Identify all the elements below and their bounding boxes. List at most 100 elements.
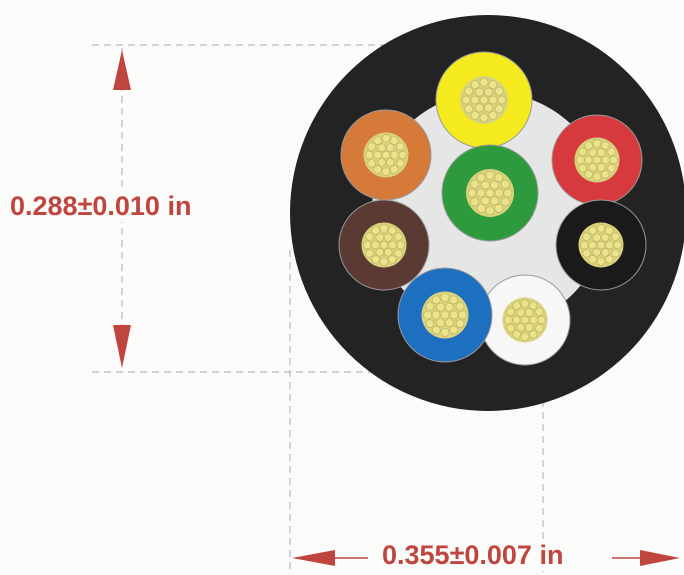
strand	[576, 155, 585, 165]
strand	[611, 249, 620, 258]
strand	[529, 330, 538, 339]
strand	[475, 87, 484, 97]
strand	[377, 158, 386, 167]
strand	[520, 332, 530, 341]
strand	[588, 255, 597, 264]
strand	[504, 315, 513, 325]
strand	[597, 163, 606, 172]
strand	[506, 307, 515, 316]
strand	[592, 139, 602, 148]
strand	[449, 310, 459, 320]
strand	[584, 170, 593, 179]
strand	[449, 295, 458, 305]
strand	[516, 323, 525, 332]
strand	[464, 104, 473, 114]
strand	[488, 95, 498, 105]
strand	[455, 319, 465, 328]
strand	[470, 179, 479, 189]
strand	[476, 188, 486, 198]
strand	[440, 328, 450, 337]
strand	[379, 224, 389, 233]
strand	[479, 113, 489, 123]
strand	[512, 315, 521, 325]
strand	[365, 249, 374, 258]
strand	[423, 310, 432, 320]
strand	[488, 111, 498, 120]
strand	[613, 240, 622, 250]
strand	[390, 165, 399, 174]
strand	[584, 155, 593, 165]
strand	[384, 248, 393, 257]
strand	[592, 155, 602, 165]
strand	[425, 302, 435, 311]
strand	[396, 142, 405, 151]
strand	[386, 143, 395, 152]
conductors	[338, 51, 647, 366]
strand	[394, 232, 403, 241]
strand	[396, 240, 405, 250]
strand	[388, 226, 397, 235]
strand	[371, 226, 380, 235]
strand	[470, 197, 479, 207]
height-dimension-label: 0.288±0.010 in	[4, 191, 198, 222]
left-arrow	[292, 550, 335, 566]
strand	[588, 148, 597, 157]
strand	[373, 136, 382, 145]
strand	[394, 249, 403, 258]
strand	[396, 159, 405, 168]
strand	[381, 167, 391, 176]
strand	[601, 233, 610, 242]
strand	[481, 180, 490, 190]
strand	[484, 103, 493, 113]
right-arrow	[640, 550, 680, 566]
strand	[601, 155, 610, 165]
strand	[449, 325, 458, 335]
strand	[495, 86, 504, 96]
strand	[363, 240, 372, 250]
strand	[461, 95, 471, 105]
strand	[607, 164, 616, 173]
strand	[484, 87, 493, 97]
conductor-black	[555, 199, 647, 291]
strand	[470, 80, 480, 89]
strand	[440, 293, 450, 302]
conductor-white	[479, 274, 571, 366]
strand	[601, 170, 610, 179]
strand	[580, 240, 589, 250]
strand	[436, 302, 445, 312]
strand	[379, 257, 389, 266]
strand	[390, 150, 399, 160]
strand	[379, 240, 389, 250]
strand	[479, 95, 489, 105]
strand	[386, 158, 395, 167]
strand	[537, 315, 546, 325]
conductor-yellow	[435, 51, 533, 149]
strand	[475, 103, 484, 113]
conductor-brown	[338, 199, 430, 291]
strand	[609, 155, 618, 165]
strand	[464, 86, 473, 96]
strand	[481, 196, 490, 206]
strand	[607, 147, 616, 156]
strand	[512, 301, 521, 310]
strand	[445, 318, 454, 328]
strand	[592, 172, 602, 181]
strand	[476, 173, 486, 182]
strand	[501, 197, 510, 207]
strand	[467, 188, 477, 198]
strand	[494, 173, 504, 182]
strand	[601, 248, 610, 257]
strand	[512, 330, 521, 339]
up-arrow	[113, 50, 131, 90]
strand	[365, 150, 374, 160]
strand	[490, 196, 499, 206]
strand	[432, 325, 441, 335]
strand	[578, 164, 587, 173]
strand	[488, 80, 498, 89]
strand	[388, 255, 397, 264]
strand	[476, 204, 486, 213]
strand	[592, 248, 601, 257]
strand	[529, 301, 538, 310]
